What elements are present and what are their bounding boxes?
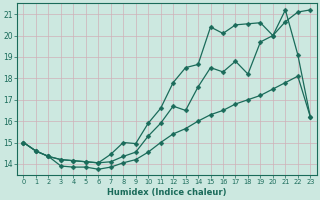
X-axis label: Humidex (Indice chaleur): Humidex (Indice chaleur) (107, 188, 227, 197)
